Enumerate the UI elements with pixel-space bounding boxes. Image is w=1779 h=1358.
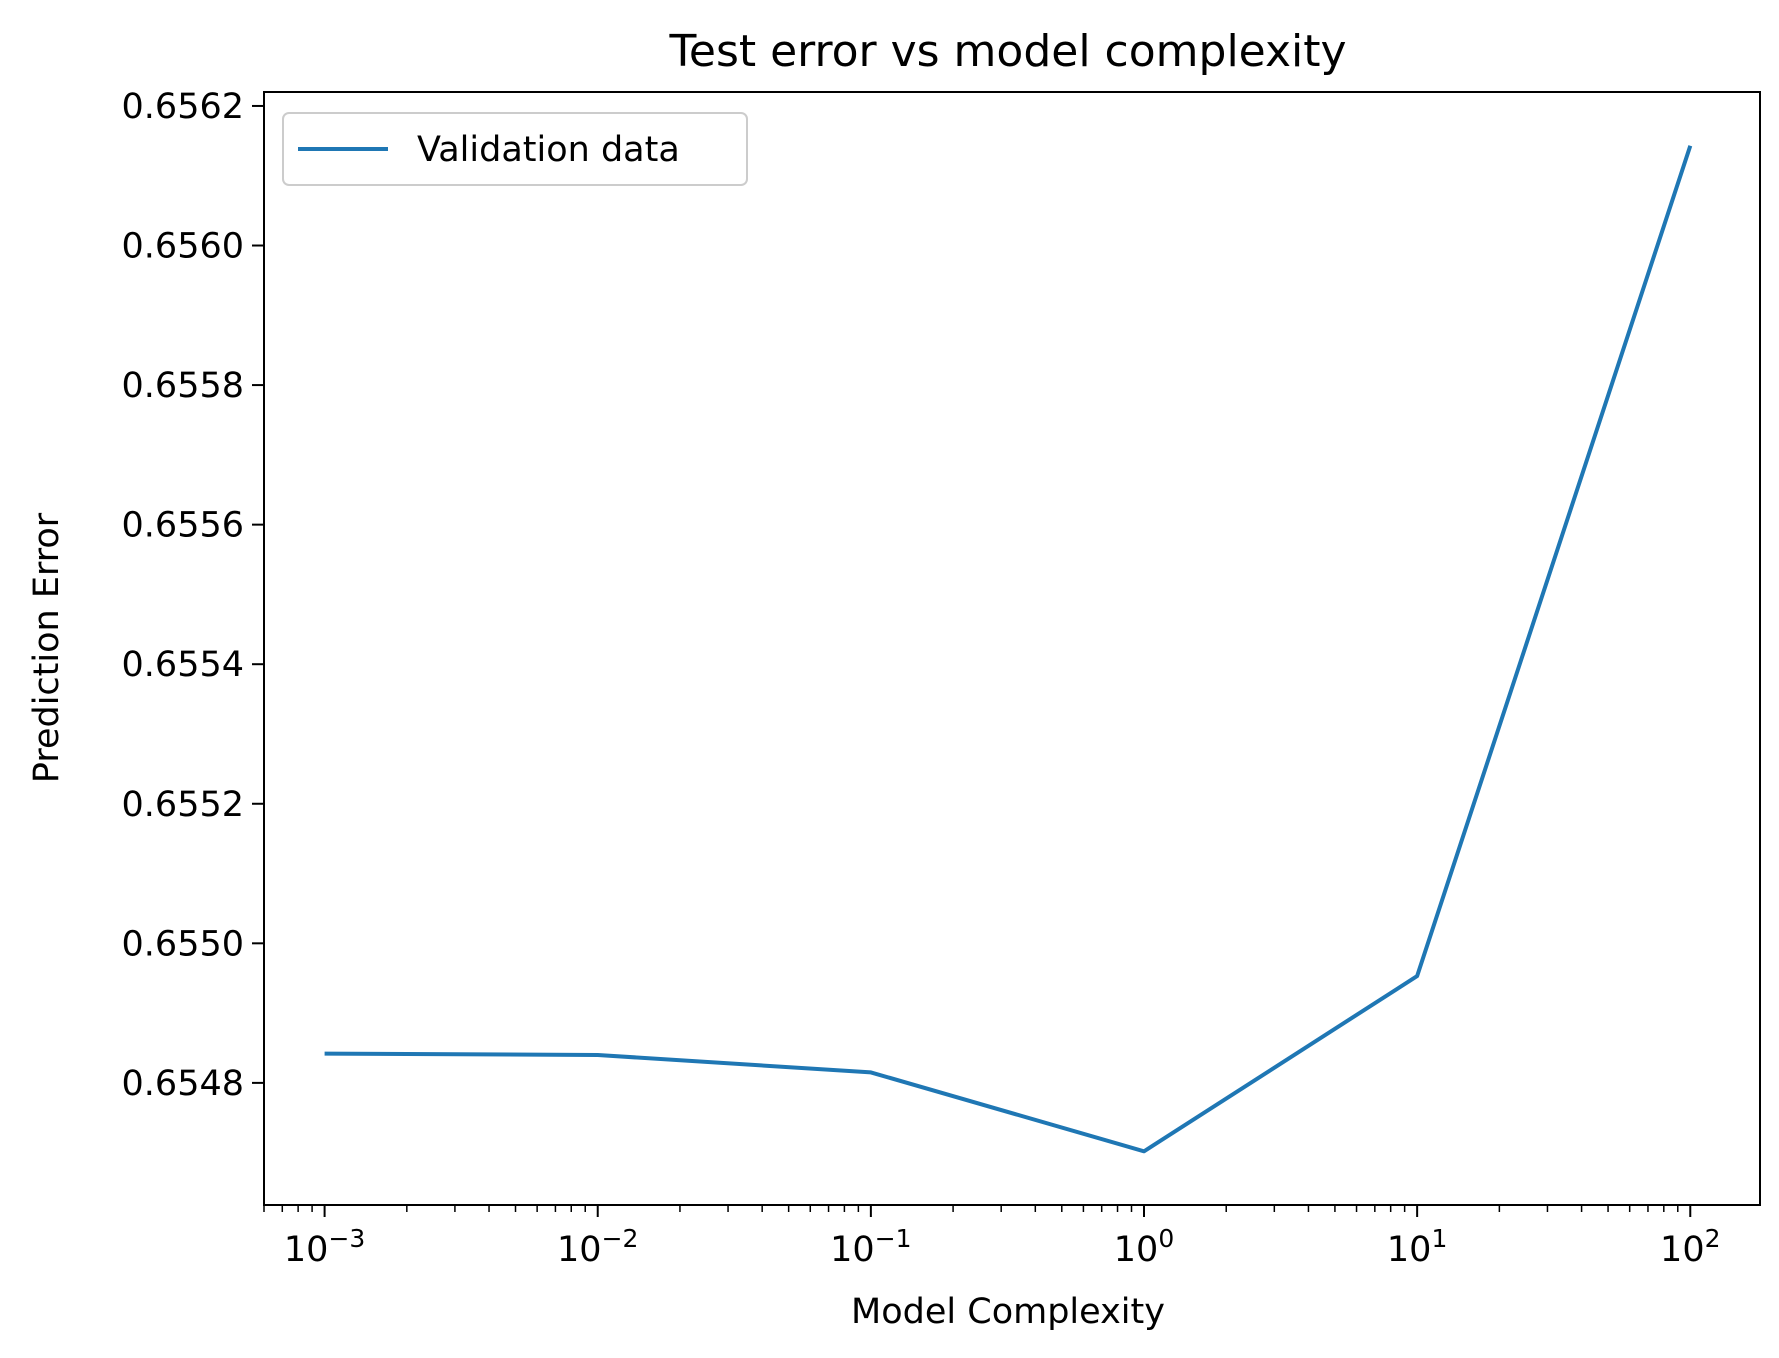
x-tick-label: 10−1 (830, 1224, 911, 1270)
legend-label: Validation data (417, 130, 680, 170)
x-tick-label: 102 (1660, 1224, 1720, 1270)
x-tick-label: 100 (1114, 1224, 1174, 1270)
legend: Validation data (282, 112, 748, 186)
y-tick-label: 0.6550 (122, 924, 244, 964)
y-tick-label: 0.6554 (122, 645, 244, 685)
series-layer (324, 145, 1693, 1154)
y-tick-label: 0.6558 (122, 366, 244, 406)
y-axis-label: Prediction Error (27, 512, 67, 783)
y-tick-label: 0.6560 (122, 227, 244, 267)
series-line-validation-data (324, 145, 1693, 1154)
y-tick-label: 0.6562 (122, 87, 244, 127)
ticks-layer: 10−3 10−2 10−1 100 101 102 0.6548 0.6550 0.6552 0… (122, 87, 1721, 1270)
plot-frame (263, 91, 1761, 1206)
x-tick-label: 10−3 (284, 1224, 365, 1270)
legend-box (282, 112, 748, 186)
y-tick-label: 0.6548 (122, 1064, 244, 1104)
x-tick-label: 10−2 (557, 1224, 638, 1270)
y-tick-label: 0.6552 (122, 785, 244, 825)
x-tick-label: 101 (1387, 1224, 1447, 1270)
chart-title: Test error vs model complexity (668, 26, 1346, 77)
x-axis-label: Model Complexity (851, 1292, 1165, 1332)
y-tick-label: 0.6556 (122, 506, 244, 546)
